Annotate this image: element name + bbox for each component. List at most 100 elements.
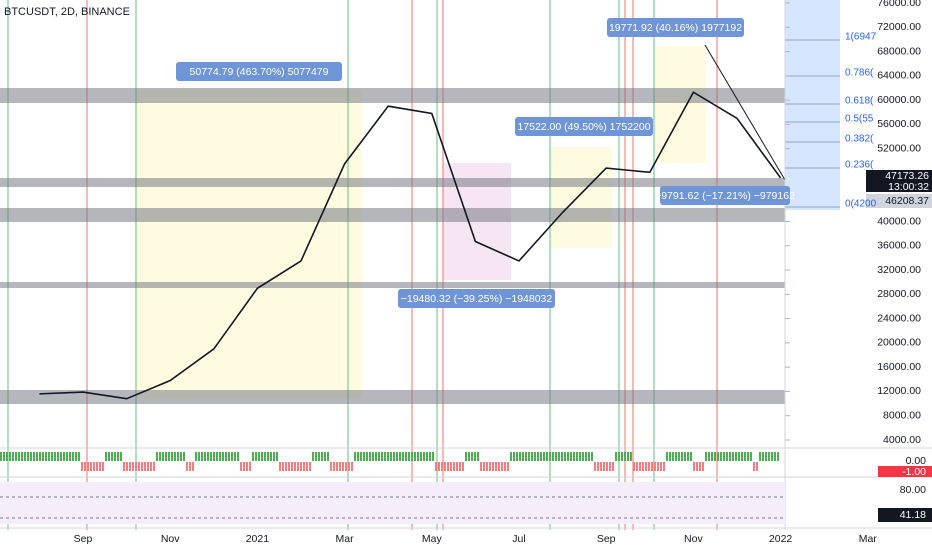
histogram-bar (699, 462, 701, 471)
histogram-bar (585, 452, 587, 461)
histogram-bar (453, 462, 455, 471)
y-tick-label: 4000.00 (883, 434, 921, 446)
histogram-bar (213, 452, 215, 461)
histogram-bar (483, 462, 485, 471)
histogram-bar (6, 452, 8, 461)
histogram-bar (387, 452, 389, 461)
annotation-box (607, 18, 744, 37)
fib-label: 0.786( (845, 68, 874, 79)
histogram-bar (174, 452, 176, 461)
histogram-bar (657, 462, 659, 471)
histogram-bar (513, 452, 515, 461)
histogram-bar (123, 462, 125, 471)
histogram-bar (756, 462, 758, 471)
annotation: −9791.62 (−17.21%) −979162 (655, 190, 795, 202)
countdown: 13:00:32 (888, 181, 929, 193)
histogram-bar (615, 452, 617, 461)
histogram-bar (66, 452, 68, 461)
histogram-bar (747, 452, 749, 461)
histogram-bar (201, 452, 203, 461)
histogram-bar (30, 452, 32, 461)
histogram-bar (339, 462, 341, 471)
histogram-bar (723, 452, 725, 461)
histogram-bar (642, 462, 644, 471)
histogram-bar (147, 462, 149, 471)
histogram-bar (684, 452, 686, 461)
histogram-bar (582, 452, 584, 461)
histogram-bar (636, 462, 638, 471)
histogram-bar (480, 462, 482, 471)
histogram-bar (474, 452, 476, 461)
histogram-bar (222, 452, 224, 461)
histogram-bar (768, 452, 770, 461)
histogram-bar (195, 452, 197, 461)
histogram-bar (75, 452, 77, 461)
histogram-bar (462, 462, 464, 471)
vertical-markers (7, 0, 718, 530)
histogram-bar (705, 452, 707, 461)
histogram-bar (594, 462, 596, 471)
histogram-bar (375, 452, 377, 461)
y-tick-label: 68000.00 (877, 45, 921, 57)
histogram-bar (447, 462, 449, 471)
histogram-bar (192, 462, 194, 471)
y-tick-label: 24000.00 (877, 312, 921, 324)
annotation-box (398, 289, 555, 308)
histogram-bar (444, 462, 446, 471)
histogram-bar (459, 462, 461, 471)
histogram-bar (645, 462, 647, 471)
histogram-bar (303, 462, 305, 471)
histogram-bar (402, 452, 404, 461)
histogram-bar (420, 452, 422, 461)
histogram-bar (429, 452, 431, 461)
y-tick-label: 56000.00 (877, 118, 921, 130)
histogram-bar (48, 452, 50, 461)
histogram-bar (87, 462, 89, 471)
annotation-box (515, 117, 653, 136)
fib-label: 0.236( (845, 160, 874, 171)
y-tick-label: 52000.00 (877, 142, 921, 154)
histogram-bar (570, 452, 572, 461)
histogram-bar (159, 452, 161, 461)
histogram-bar (552, 452, 554, 461)
histogram-bar (108, 452, 110, 461)
y-tick-label: 60000.00 (877, 94, 921, 106)
histogram-bar (624, 452, 626, 461)
histogram-bar (708, 452, 710, 461)
histogram-bar (627, 452, 629, 461)
annotation-box (176, 62, 342, 81)
fib-label: 0.618( (845, 96, 874, 107)
histogram-bar (501, 462, 503, 471)
histogram-bar (360, 452, 362, 461)
histogram-bar (519, 452, 521, 461)
histogram-bar (132, 462, 134, 471)
histogram-bar (330, 462, 332, 471)
histogram-bar (117, 452, 119, 461)
histogram-bar (51, 452, 53, 461)
histogram-bar (654, 462, 656, 471)
histogram-bar (765, 452, 767, 461)
histogram-bar (399, 452, 401, 461)
histogram-bar (171, 452, 173, 461)
histogram-bar (366, 452, 368, 461)
histogram-bar (489, 462, 491, 471)
trend-line (704, 44, 786, 181)
x-tick-label: Mar (859, 533, 878, 545)
histogram-bar (522, 452, 524, 461)
x-tick-label: May (422, 533, 443, 545)
histogram-bar (321, 452, 323, 461)
histogram-bar (264, 452, 266, 461)
histogram-bar (762, 452, 764, 461)
histogram-bar (81, 462, 83, 471)
y-tick-label: 40000.00 (877, 215, 921, 227)
histogram-bar (168, 452, 170, 461)
histogram-bar (534, 452, 536, 461)
histogram-bar (363, 452, 365, 461)
histogram-bar (114, 452, 116, 461)
histogram-bar (426, 452, 428, 461)
histogram-bar (396, 452, 398, 461)
histogram-bar (441, 462, 443, 471)
rsi-band (0, 482, 785, 524)
y-tick-label: 32000.00 (877, 264, 921, 276)
histogram-bar (243, 462, 245, 471)
